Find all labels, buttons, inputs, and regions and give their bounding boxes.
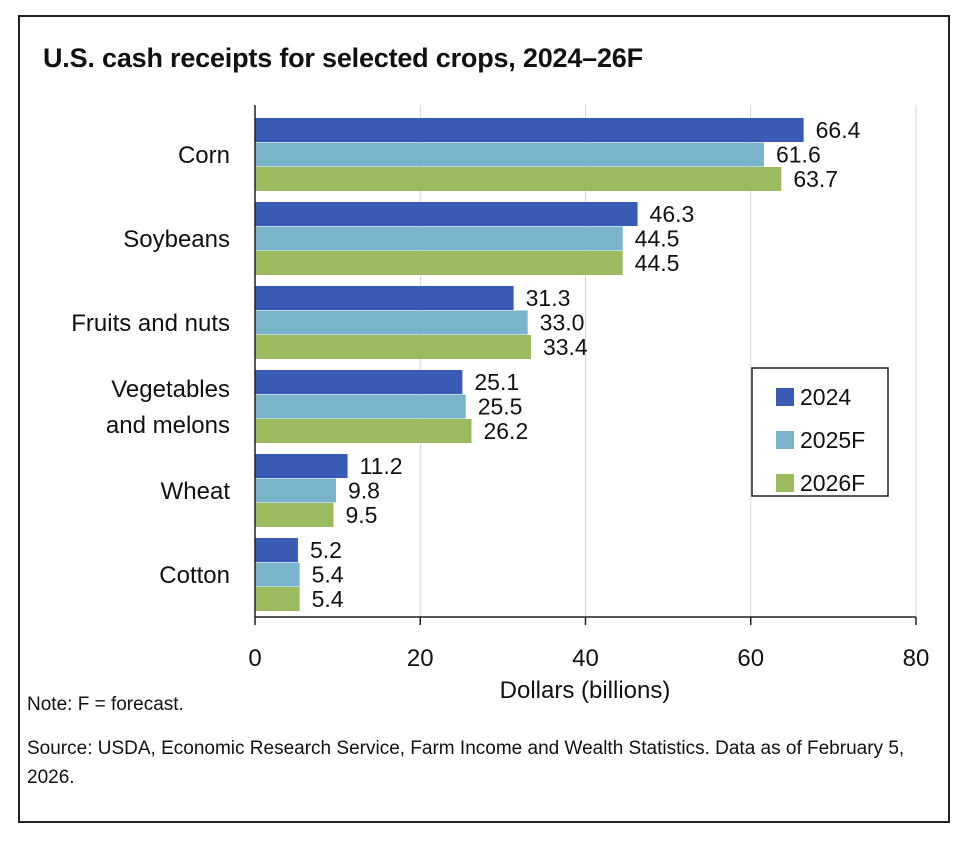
legend-swatch (776, 431, 794, 449)
data-label: 5.4 (312, 586, 344, 612)
legend-label: 2025F (800, 427, 865, 453)
x-tick-label: 80 (903, 645, 930, 672)
bar (255, 335, 531, 359)
data-label: 25.1 (474, 369, 519, 395)
bar (255, 118, 804, 142)
bar (255, 202, 638, 226)
data-label: 33.0 (540, 310, 585, 336)
bar (255, 419, 472, 443)
legend-swatch (776, 388, 794, 406)
legend-label: 2024 (800, 384, 851, 410)
category-label: Soybeans (123, 226, 230, 253)
category-label: Wheat (161, 478, 231, 505)
data-label: 46.3 (650, 201, 695, 227)
category-label: Cotton (159, 562, 230, 589)
data-label: 5.2 (310, 537, 342, 563)
x-tick-label: 20 (407, 645, 434, 672)
x-tick-label: 60 (737, 645, 764, 672)
chart-source: Source: USDA, Economic Research Service,… (27, 738, 905, 788)
data-label: 33.4 (543, 334, 588, 360)
bar (255, 226, 623, 251)
x-axis-title: Dollars (billions) (500, 677, 671, 704)
bar (255, 503, 334, 527)
data-label: 9.5 (345, 502, 377, 528)
data-label: 63.7 (793, 166, 838, 192)
data-label: 61.6 (776, 142, 821, 168)
data-label: 11.2 (360, 453, 403, 479)
chart-note: Note: F = forecast. (27, 694, 184, 715)
bar (255, 587, 300, 611)
bar (255, 478, 336, 503)
data-label: 66.4 (816, 117, 861, 143)
data-label: 25.5 (478, 394, 523, 420)
data-label: 5.4 (312, 562, 344, 588)
x-tick-label: 40 (572, 645, 599, 672)
data-label: 44.5 (635, 226, 680, 252)
legend-box (751, 367, 889, 497)
legend-label: 2026F (800, 470, 865, 496)
bar (255, 286, 514, 310)
category-label: Fruits and nuts (71, 310, 230, 337)
bar (255, 310, 528, 335)
data-label: 9.8 (348, 478, 380, 504)
bar (255, 142, 764, 167)
bar (255, 370, 463, 394)
chart-title: U.S. cash receipts for selected crops, 2… (43, 43, 643, 73)
bar (255, 454, 348, 478)
category-label: Vegetables (111, 376, 230, 403)
bar (255, 251, 623, 275)
category-label: Corn (178, 142, 230, 169)
bar (255, 562, 300, 587)
data-label: 44.5 (635, 250, 680, 276)
data-label: 31.3 (526, 285, 571, 311)
x-tick-label: 0 (248, 645, 261, 672)
bar (255, 394, 466, 419)
bar (255, 167, 782, 191)
legend-swatch (776, 474, 794, 492)
data-label: 26.2 (483, 418, 528, 444)
category-label: and melons (106, 412, 230, 439)
bar (255, 538, 298, 562)
